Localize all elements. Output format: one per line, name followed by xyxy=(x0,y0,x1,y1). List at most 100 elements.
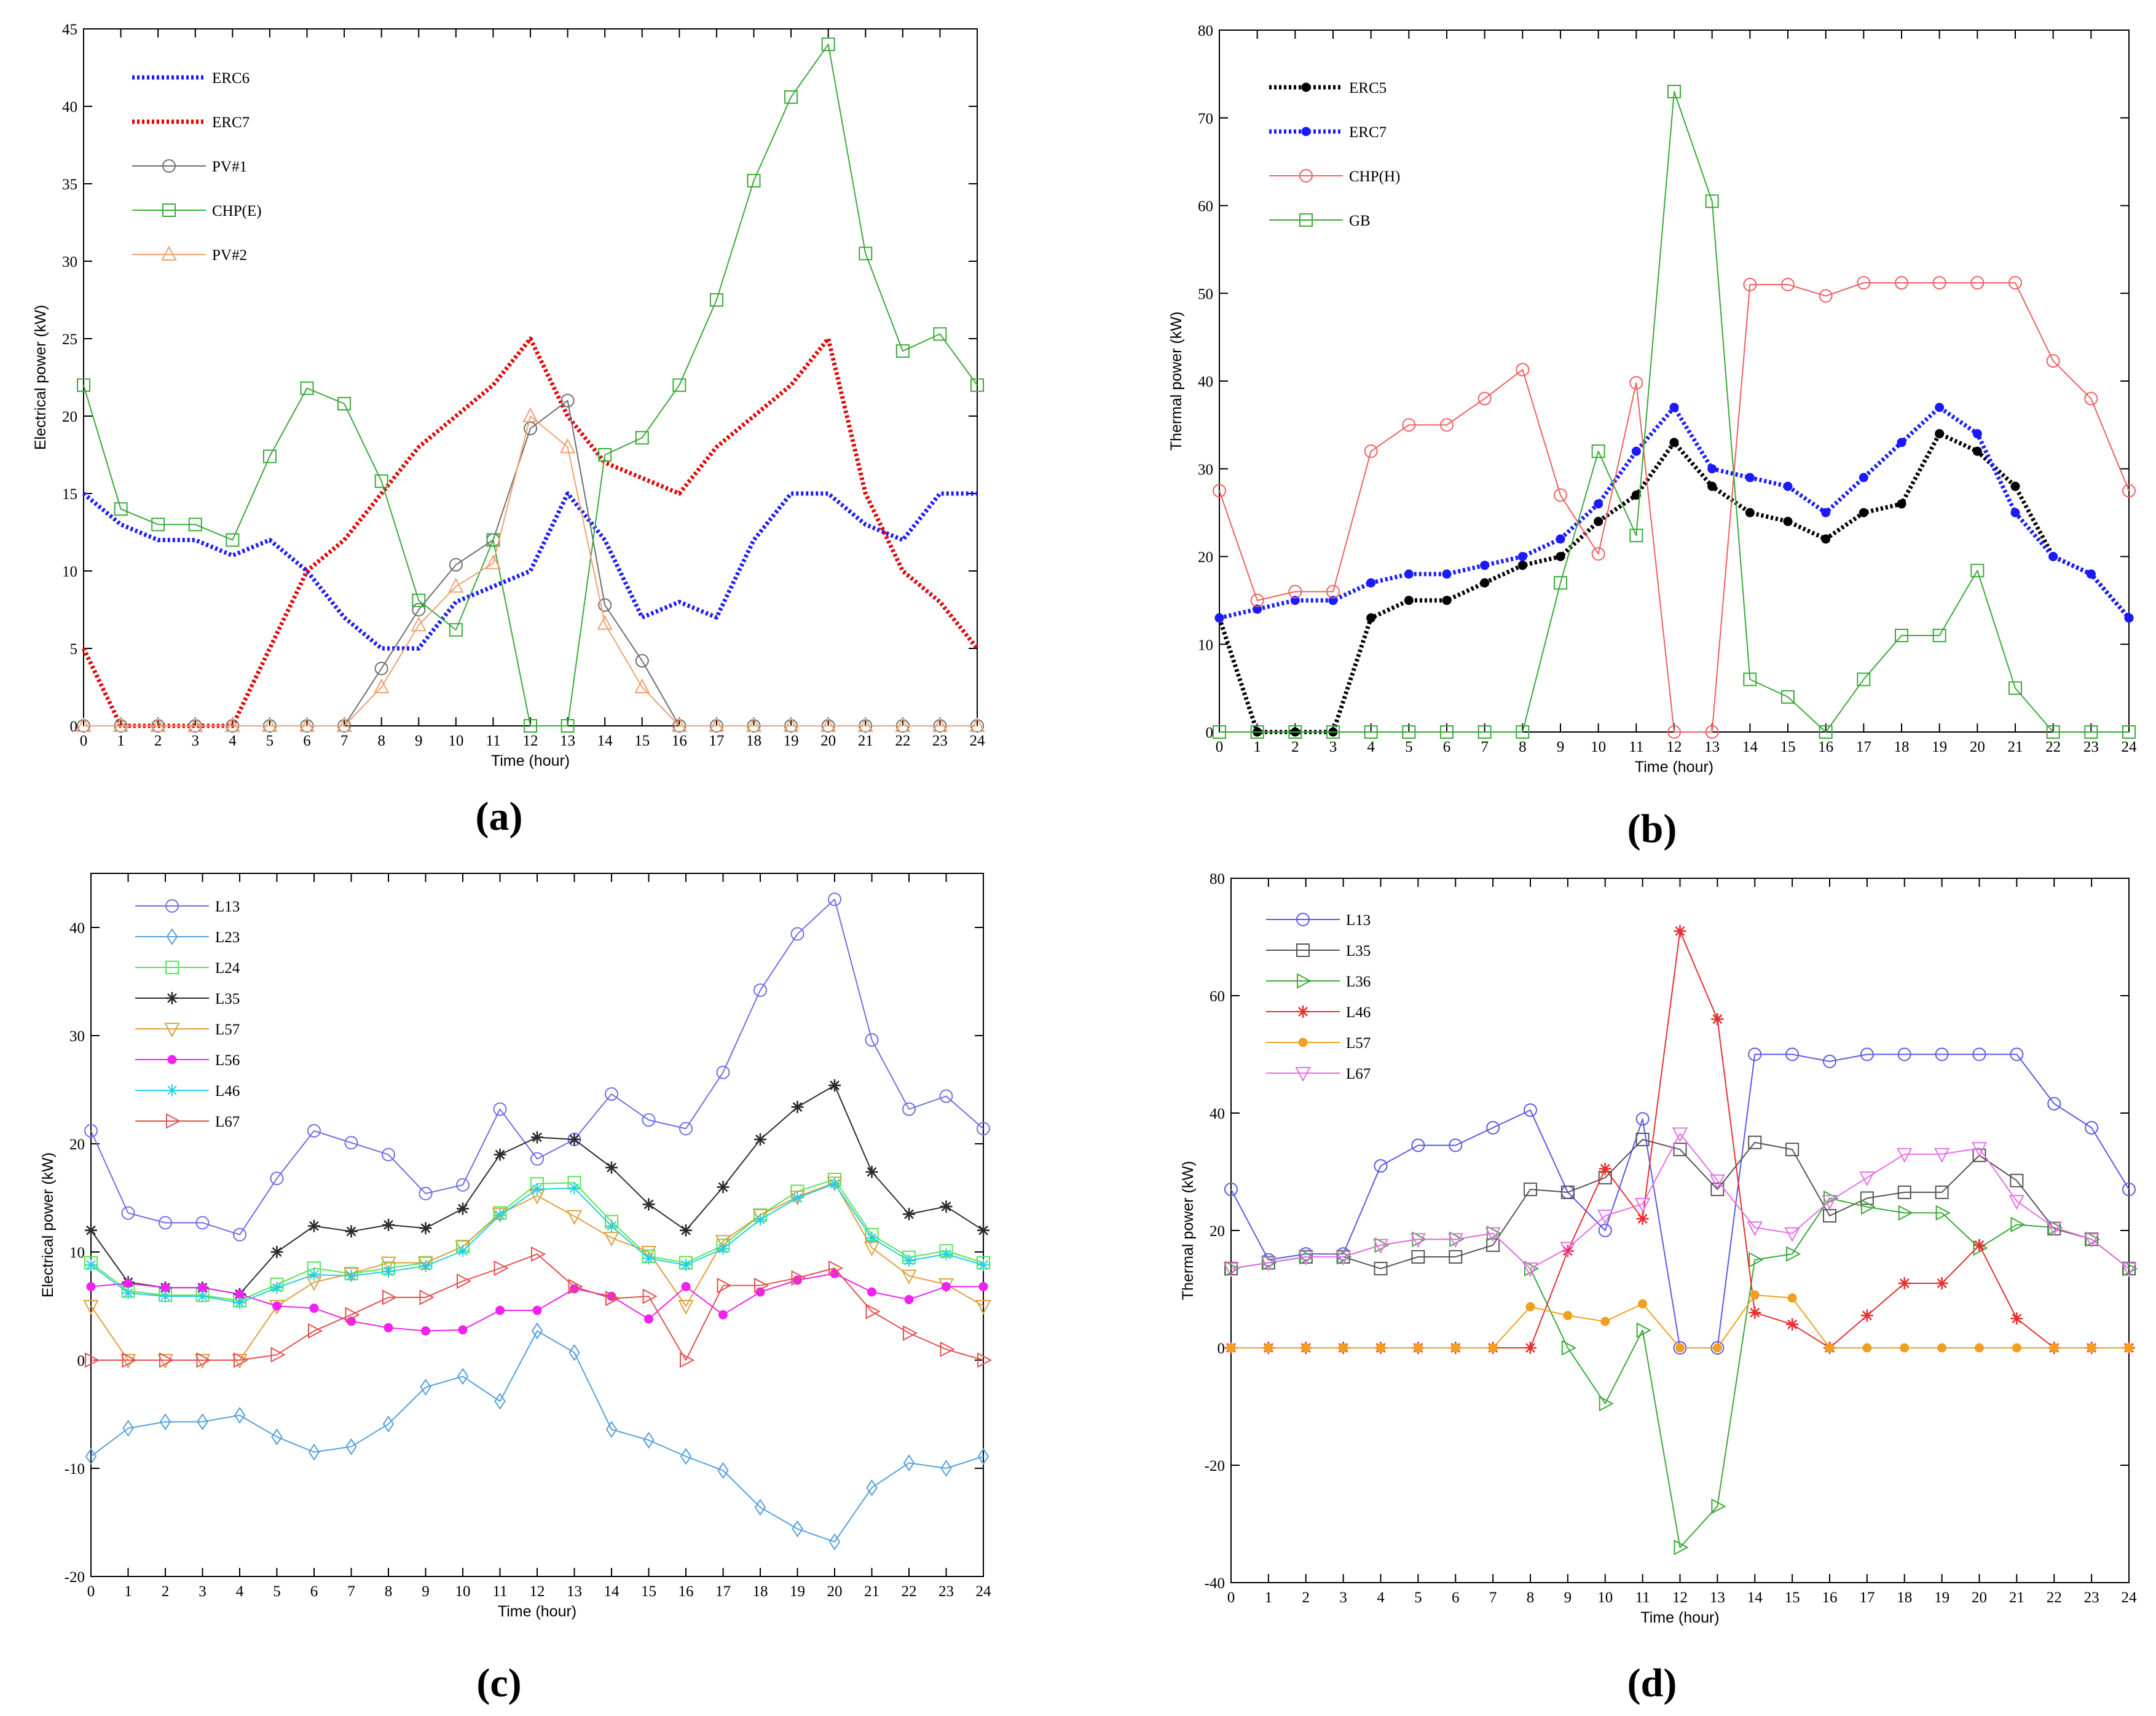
chart-c-series-l57-point xyxy=(83,1300,99,1315)
chart-a-legend-label: ERC6 xyxy=(212,70,250,87)
chart-d-series-l13-point xyxy=(1748,1047,1762,1061)
chart-d-series-l46-point xyxy=(1749,1306,1761,1319)
chart-a-xtick-label: 4 xyxy=(229,733,237,749)
chart-a-series-pv-2-point xyxy=(522,407,538,422)
chart-b-series-chp-h--point xyxy=(1819,289,1833,303)
chart-c-series-l46-point xyxy=(903,1254,915,1267)
chart-c-series-l35-point xyxy=(791,1101,804,1114)
chart-b-series-erc7-point xyxy=(2086,569,2096,579)
chart-b-series-erc7-point xyxy=(1594,499,1603,509)
chart-a-xtick-label: 24 xyxy=(970,733,986,749)
chart-a-xlabel: Time (hour) xyxy=(491,752,570,769)
chart-d-series-l13-point xyxy=(1785,1047,1800,1061)
chart-d-series-l67-point xyxy=(1934,1147,1950,1163)
chart-b-legend-entry: ERC7 xyxy=(1269,124,1387,141)
chart-c-series-l56-point xyxy=(309,1304,319,1313)
chart-b-ytick-label: 70 xyxy=(1198,111,1213,127)
chart-c-series-l46-point xyxy=(642,1252,655,1265)
chart-a-series-chp-e--point xyxy=(337,396,352,411)
chart-b-xtick-label: 3 xyxy=(1329,739,1337,755)
chart-b-series-erc7-point xyxy=(1442,569,1452,579)
chart-b-xtick-label: 10 xyxy=(1591,739,1606,755)
chart-a-legend-entry: PV#1 xyxy=(132,159,247,175)
chart-d-series-l57-point xyxy=(1563,1310,1573,1320)
chart-b-ytick-label: 80 xyxy=(1198,23,1213,39)
chart-b-series-erc5-point xyxy=(2010,481,2020,491)
chart-c-series-l67-point xyxy=(680,1352,695,1368)
chart-c-legend-entry: L57 xyxy=(135,1021,240,1038)
chart-c-series-l46-point xyxy=(865,1232,878,1245)
chart-d-series-l67-point xyxy=(1410,1233,1426,1248)
chart-d-xtick-label: 14 xyxy=(1747,1589,1763,1606)
chart-d-series-l57 xyxy=(1226,1290,2134,1353)
chart-c-series-l35-point xyxy=(865,1165,878,1178)
chart-a-series-pv-2-point xyxy=(224,717,240,732)
chart-c-series-l35-point xyxy=(308,1219,320,1232)
chart-b-series-erc5-point xyxy=(1404,596,1414,605)
chart-a-series-chp-e--point xyxy=(709,293,723,307)
chart-d-series-l57-point xyxy=(1600,1317,1610,1326)
chart-b-ytick-label: 0 xyxy=(1206,725,1214,741)
chart-d-legend-label: L46 xyxy=(1346,1004,1371,1021)
chart-d-series-l36-point xyxy=(1860,1199,1876,1215)
chart-c-series-l23-point xyxy=(903,1454,915,1472)
chart-c-series-l46-point xyxy=(977,1259,989,1272)
chart-a-series-chp-e--point xyxy=(672,378,687,392)
chart-d-series-l46-point xyxy=(1561,1245,1574,1257)
chart-d-xtick-label: 4 xyxy=(1377,1589,1385,1606)
chart-b-series-chp-h--point xyxy=(1629,376,1643,390)
chart-a-series-pv-2-point xyxy=(820,717,836,732)
chart-a-xtick-label: 11 xyxy=(486,733,500,749)
chart-a-xtick-label: 8 xyxy=(377,733,385,749)
chart-d-xtick-label: 0 xyxy=(1227,1589,1235,1606)
chart-b-series-gb-point xyxy=(1326,725,1340,739)
chart-c-series-l46-point xyxy=(940,1248,953,1261)
chart-c-series-l46-point xyxy=(605,1219,618,1232)
chart-b-series-chp-h--point xyxy=(1554,488,1567,502)
chart-d-series-l35-point xyxy=(1785,1143,1800,1157)
chart-b-xtick-label: 5 xyxy=(1405,739,1413,755)
chart-c-legend-entry: L56 xyxy=(135,1052,240,1069)
chart-d-series-l67-point xyxy=(2121,1262,2137,1278)
chart-b-series-erc5-point xyxy=(1556,552,1565,561)
chart-b-series-erc7-point xyxy=(1669,403,1679,412)
chart-c-series-l13-point xyxy=(753,983,767,998)
chart-a-series-pv-2-point xyxy=(112,717,129,732)
chart-b-series-gb-point xyxy=(1477,725,1492,739)
chart-c-series-l46-point xyxy=(717,1242,730,1255)
chart-c-xtick-label: 21 xyxy=(864,1583,879,1600)
chart-a-series-pv-2-point xyxy=(150,717,166,732)
chart-d-series-l13-point xyxy=(1972,1047,1986,1061)
chart-d-xlabel: Time (hour) xyxy=(1640,1609,1719,1626)
chart-d-series-l36-point xyxy=(1561,1340,1577,1356)
chart-d-xtick-label: 1 xyxy=(1265,1589,1273,1606)
chart-d-series-l46-point xyxy=(1636,1212,1649,1225)
chart-a-series-pv-2-point xyxy=(857,717,873,732)
chart-c-series-l23-point xyxy=(457,1368,469,1385)
chart-b-xtick-label: 7 xyxy=(1481,739,1489,755)
chart-c-xtick-label: 14 xyxy=(604,1583,620,1600)
chart-a-xtick-label: 13 xyxy=(560,733,575,749)
chart-c-xtick-label: 9 xyxy=(422,1583,430,1600)
chart-c-legend-label: L23 xyxy=(215,929,240,946)
chart-d-series-l13-point xyxy=(2085,1120,2099,1135)
chart-b-series-gb-point xyxy=(1554,576,1567,590)
chart-c-series-l13 xyxy=(84,892,990,1242)
chart-a-xtick-label: 16 xyxy=(672,733,687,749)
chart-b-xtick-label: 22 xyxy=(2045,739,2061,755)
chart-c-xtick-label: 22 xyxy=(902,1583,917,1600)
chart-a-legend-label: PV#2 xyxy=(212,247,247,264)
chart-c-series-l67-point xyxy=(308,1323,323,1339)
chart-a-series-pv-2-point xyxy=(969,717,985,732)
chart-a-series-chp-e--point xyxy=(226,533,240,547)
chart-a-series-chp-e--point xyxy=(970,378,984,392)
chart-c-ytick-label: 10 xyxy=(69,1245,85,1261)
chart-a-series-pv-2-point xyxy=(411,616,427,632)
chart-d-series-l13-point xyxy=(1449,1138,1463,1152)
chart-c-legend-label: L13 xyxy=(215,899,240,915)
chart-a-series-chp-e--point xyxy=(784,90,798,104)
chart-d-xtick-label: 8 xyxy=(1527,1589,1535,1606)
chart-d-series-l46-point xyxy=(1898,1277,1911,1289)
chart-b-series-erc7 xyxy=(1214,403,2134,623)
chart-c-series-l56-point xyxy=(904,1294,914,1304)
